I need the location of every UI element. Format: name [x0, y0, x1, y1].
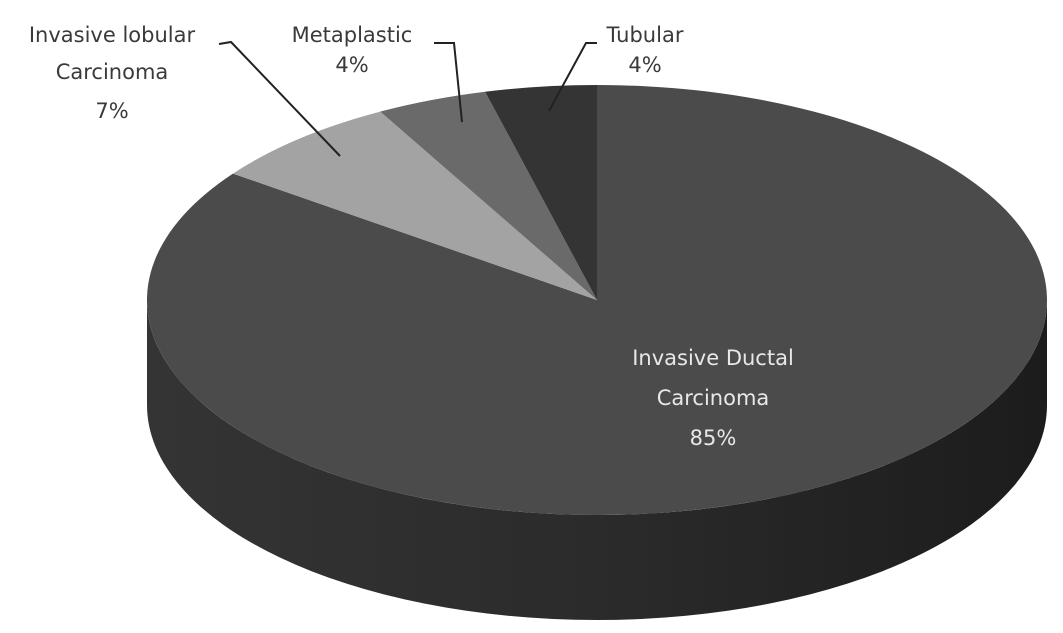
label-metaplastic: Metaplastic 4%	[292, 23, 413, 77]
label-ductal-line2: Carcinoma	[657, 386, 770, 410]
pie-slice-tubular	[485, 85, 597, 300]
label-metaplastic-name: Metaplastic	[292, 23, 413, 47]
label-lobular-line2: Carcinoma	[56, 60, 169, 84]
label-ductal-value: 85%	[690, 426, 737, 450]
label-lobular-value: 7%	[95, 99, 128, 123]
label-tubular-name: Tubular	[606, 23, 684, 47]
label-tubular: Tubular 4%	[606, 23, 684, 77]
leader-line-tubular	[548, 42, 597, 112]
pie-slice-metaplastic	[380, 91, 597, 300]
leader-lines	[218, 40, 597, 157]
label-ductal: Invasive Ductal Carcinoma 85%	[632, 346, 794, 450]
label-lobular-line1: Invasive lobular	[29, 23, 196, 47]
label-ductal-line1: Invasive Ductal	[632, 346, 794, 370]
label-metaplastic-value: 4%	[335, 53, 368, 77]
pie-slice-invasive-lobular-carcinoma	[232, 111, 597, 301]
leader-line-lobular	[218, 40, 341, 157]
pie-side-wall	[147, 300, 1047, 620]
label-lobular: Invasive lobular Carcinoma 7%	[29, 23, 196, 123]
label-tubular-value: 4%	[628, 53, 661, 77]
leader-line-metaplastic	[434, 42, 463, 123]
